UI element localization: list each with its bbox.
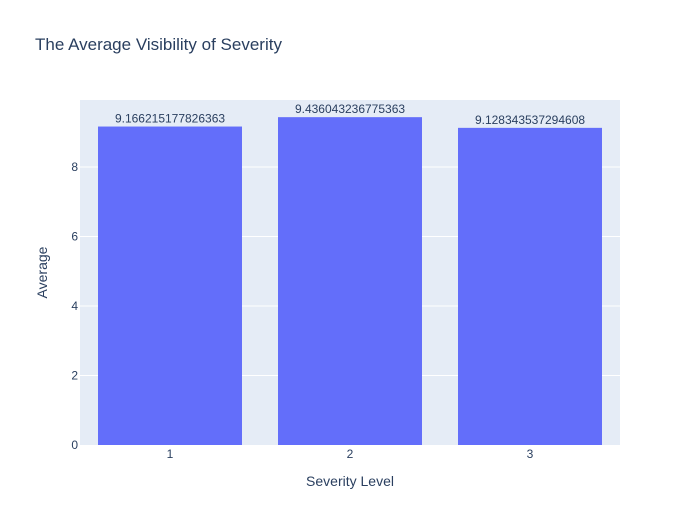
- bar-1: [98, 126, 242, 446]
- x-tick-label: 1: [167, 447, 174, 461]
- bar-value-label: 9.436043236775363: [295, 102, 405, 116]
- y-axis-title: Average: [34, 246, 50, 298]
- bar-2: [278, 117, 422, 446]
- y-tick-label: 6: [71, 230, 78, 244]
- x-axis-title: Severity Level: [306, 473, 394, 489]
- bar-value-label: 9.128343537294608: [475, 113, 585, 127]
- y-axis-ticks: 0 2 4 6 8: [71, 160, 78, 452]
- y-tick-label: 8: [71, 160, 78, 174]
- y-tick-label: 2: [71, 369, 78, 383]
- y-tick-label: 4: [71, 299, 78, 313]
- x-axis-ticks: 1 2 3: [167, 447, 534, 461]
- bar-value-label: 9.166215177826363: [115, 112, 225, 126]
- chart-title: The Average Visibility of Severity: [35, 35, 282, 54]
- data-labels: 9.166215177826363 9.436043236775363 9.1283…: [115, 102, 585, 127]
- y-tick-label: 0: [71, 438, 78, 452]
- x-tick-label: 2: [347, 447, 354, 461]
- x-tick-label: 3: [527, 447, 534, 461]
- bar-3: [458, 127, 602, 445]
- bars: [98, 117, 602, 446]
